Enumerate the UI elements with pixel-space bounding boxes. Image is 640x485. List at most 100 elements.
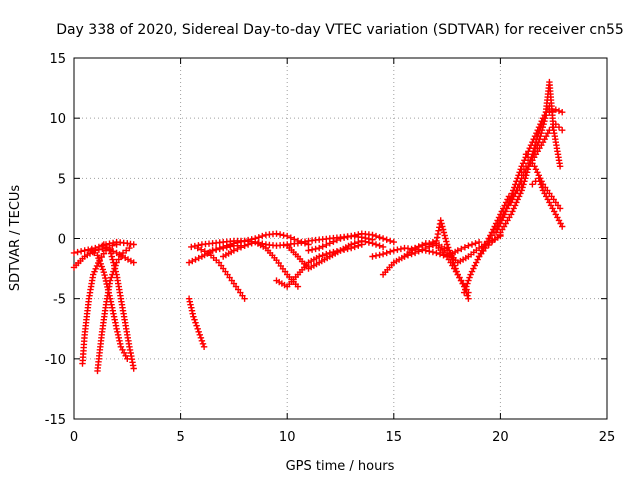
data-point (298, 238, 305, 246)
x-tick-label: 5 (176, 430, 184, 445)
data-point (511, 190, 519, 197)
data-point (503, 205, 510, 212)
series-arc-d5 (529, 175, 566, 230)
data-point (230, 247, 238, 254)
data-point (448, 253, 455, 260)
data-point (509, 196, 516, 203)
data-point (237, 244, 245, 251)
data-point (433, 249, 440, 257)
x-tick-label: 0 (70, 430, 78, 445)
data-point (539, 124, 546, 131)
data-point (91, 268, 98, 275)
data-point (511, 202, 519, 209)
data-point (190, 313, 197, 320)
data-point (507, 211, 515, 218)
data-point (209, 247, 216, 254)
data-point (510, 205, 517, 212)
data-point (450, 259, 457, 266)
data-point (369, 231, 376, 239)
chart-title: Day 338 of 2020, Sidereal Day-to-day VTE… (56, 22, 624, 38)
data-point (376, 234, 383, 241)
data-point (189, 257, 196, 265)
data-point (98, 253, 105, 261)
data-point (227, 241, 234, 248)
data-point (201, 248, 208, 255)
data-point (234, 245, 241, 253)
data-point (108, 253, 115, 260)
series-arc-b9 (305, 230, 397, 254)
data-point (465, 242, 472, 249)
x-axis-label: GPS time / hours (286, 459, 395, 474)
data-point (110, 259, 117, 266)
data-point (461, 289, 468, 296)
data-point (446, 247, 453, 254)
data-point (104, 286, 112, 293)
data-point (114, 331, 122, 338)
data-point (369, 253, 376, 260)
data-point (538, 127, 546, 134)
y-tick-labels: -15 -10 -5 0 5 10 15 (45, 52, 66, 428)
data-point (337, 235, 344, 242)
data-point (559, 127, 566, 134)
data-point (372, 241, 380, 248)
data-point (507, 199, 515, 206)
data-point (509, 208, 516, 215)
data-point (108, 274, 115, 281)
data-point (100, 269, 107, 276)
data-point (472, 240, 479, 247)
data-point (109, 256, 116, 263)
data-point (330, 238, 337, 245)
data-point (113, 241, 120, 248)
data-point (114, 328, 121, 335)
data-point (513, 187, 520, 194)
data-point (534, 169, 541, 176)
data-point (521, 157, 528, 164)
data-point (200, 343, 208, 350)
data-marks (70, 78, 566, 375)
data-point (112, 268, 119, 275)
data-point (248, 240, 255, 247)
x-tick-labels: 0 5 10 15 20 25 (70, 430, 615, 445)
data-point (440, 229, 448, 236)
data-point (372, 252, 380, 259)
data-point (540, 121, 547, 128)
data-point (92, 265, 99, 272)
data-point (537, 175, 544, 182)
data-point (223, 242, 230, 249)
data-point (198, 337, 206, 344)
data-point (515, 193, 523, 200)
data-point (305, 247, 312, 254)
data-point (372, 232, 380, 240)
data-point (312, 245, 319, 253)
data-point (422, 241, 429, 248)
data-point (110, 310, 117, 317)
series-arc-b5 (209, 230, 312, 254)
data-point (237, 238, 245, 245)
data-point (323, 250, 330, 258)
data-point (559, 109, 566, 116)
data-point (308, 246, 316, 253)
data-point (351, 232, 358, 239)
data-point (529, 151, 537, 158)
data-point (326, 240, 333, 247)
data-point (515, 181, 523, 188)
data-point (192, 319, 199, 326)
data-point (287, 234, 294, 241)
data-point (537, 133, 544, 140)
data-point (113, 325, 120, 332)
data-point (230, 240, 238, 247)
series-arc-a6 (87, 247, 131, 362)
series-arc-c5 (461, 231, 504, 296)
series-arc-b1 (185, 295, 208, 350)
data-point (280, 232, 287, 239)
data-point (77, 248, 85, 255)
data-point (291, 236, 298, 243)
x-tick-label: 20 (492, 430, 509, 445)
data-point (316, 253, 323, 260)
data-point (559, 223, 566, 230)
series-arc-d6 (518, 78, 564, 176)
data-point (107, 295, 114, 302)
data-point (95, 246, 103, 253)
data-point (333, 236, 341, 244)
